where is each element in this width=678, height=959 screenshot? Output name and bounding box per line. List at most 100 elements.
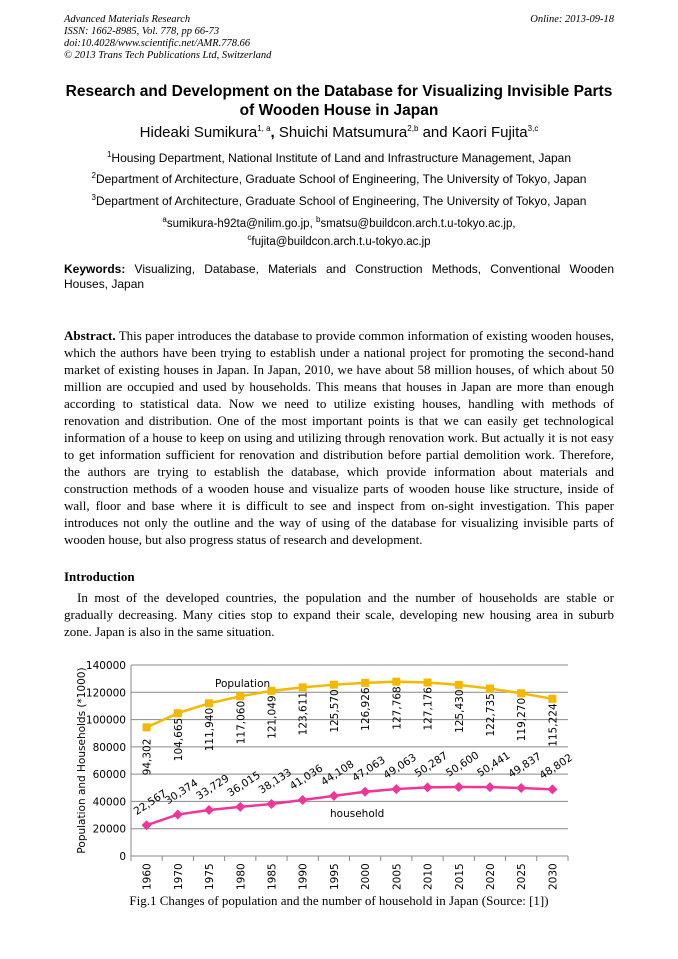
population-data-label: 121,049 xyxy=(266,695,278,738)
population-marker xyxy=(548,694,557,703)
emails: asumikura-h92ta@nilim.go.jp, bsmatsu@bui… xyxy=(162,215,516,248)
household-marker xyxy=(516,783,527,794)
household-marker xyxy=(453,781,464,792)
y-tick-label: 0 xyxy=(119,851,126,863)
household-marker xyxy=(204,804,215,815)
household-data-label: 22,567 xyxy=(132,788,169,818)
x-tick-label: 2005 xyxy=(391,863,403,890)
household-data-label: 49,063 xyxy=(381,752,418,782)
population-data-label: 125,570 xyxy=(329,689,341,732)
y-tick-label: 120000 xyxy=(86,687,126,699)
x-tick-label: 1995 xyxy=(329,863,341,890)
author: Hideaki Sumikura xyxy=(139,124,258,141)
issn: ISSN: 1662-8985, Vol. 778, pp 66-73 xyxy=(64,26,220,37)
household-data-label: 49,837 xyxy=(506,750,543,780)
population-marker xyxy=(173,709,182,718)
population-data-label: 111,940 xyxy=(204,708,216,751)
series-line-household xyxy=(146,785,553,827)
population-marker xyxy=(392,677,401,686)
x-tick-label: 2030 xyxy=(547,863,559,890)
household-data-label: 50,287 xyxy=(413,750,450,780)
household-data-label: 48,802 xyxy=(537,752,574,782)
household-marker xyxy=(484,782,495,793)
email[interactable]: sumikura-h92ta@nilim.go.jp, xyxy=(166,217,313,230)
x-tick-label: 2000 xyxy=(360,863,372,890)
y-tick-label: 140000 xyxy=(86,660,126,672)
population-household-chart: 0 20000 40000 60000 80000 100000 120000 140000 1… xyxy=(76,660,575,890)
household-marker xyxy=(391,784,402,795)
y-tick-label: 20000 xyxy=(93,824,126,836)
series-line-population xyxy=(146,680,553,729)
population-marker xyxy=(142,723,151,732)
aff-text: Department of Architecture, Graduate Sch… xyxy=(95,194,587,208)
y-axis-label: Population and Households (*1000) xyxy=(76,667,88,853)
population-marker xyxy=(205,699,214,708)
population-data-label: 94,302 xyxy=(142,739,154,776)
household-marker xyxy=(297,795,308,806)
household-data-label: 50,600 xyxy=(444,749,481,779)
legend-household: household xyxy=(330,808,384,820)
y-tick-label: 40000 xyxy=(93,796,126,808)
x-tick-label: 1975 xyxy=(204,863,216,890)
online-date: Online: 2013-09-18 xyxy=(530,14,614,25)
x-tick-label: 2025 xyxy=(516,863,528,890)
email[interactable]: smatsu@buildcon.arch.t.u-tokyo.ac.jp, xyxy=(320,217,516,230)
population-marker xyxy=(485,684,494,693)
abstract-text: This paper introduces the database to pr… xyxy=(64,328,614,547)
household-marker xyxy=(141,820,152,831)
household-data-label: 50,441 xyxy=(475,750,512,780)
legend-population: Population xyxy=(215,678,270,690)
figure-caption: Fig.1 Changes of population and the numb… xyxy=(129,893,549,908)
population-marker xyxy=(361,678,370,687)
population-data-label: 104,665 xyxy=(173,718,185,761)
x-tick-label: 1960 xyxy=(142,863,154,890)
aff-sup: 1 xyxy=(106,150,112,159)
keywords-text: Visualizing, Database, Materials and Con… xyxy=(64,262,614,291)
population-marker xyxy=(236,692,245,701)
journal-name: Advanced Materials Research xyxy=(64,14,191,25)
authors: Hideaki Sumikura1, a, Shuichi Matsumura2… xyxy=(64,124,614,141)
population-data-label: 119,270 xyxy=(516,698,528,741)
household-data-label: 33,729 xyxy=(194,772,231,802)
introduction-heading: Introduction xyxy=(64,569,135,584)
population-data-label: 122,735 xyxy=(485,693,497,736)
author: Shuichi Matsumura xyxy=(278,124,408,141)
x-tick-label: 2015 xyxy=(454,863,466,890)
population-data-label: 117,060 xyxy=(235,701,247,744)
household-marker xyxy=(172,809,183,820)
population-data-label: 115,224 xyxy=(547,703,559,747)
household-marker xyxy=(422,782,433,793)
household-marker xyxy=(266,798,277,809)
x-tick-label: 2020 xyxy=(485,863,497,890)
author-sup: 1, a xyxy=(257,124,271,133)
population-marker xyxy=(454,680,463,689)
population-marker xyxy=(298,683,307,692)
population-marker xyxy=(329,680,338,689)
household-marker xyxy=(547,784,558,795)
aff-text: Housing Department, National Institute o… xyxy=(111,151,572,165)
introduction-text: In most of the developed countries, the … xyxy=(64,590,614,639)
email[interactable]: fujita@buildcon.arch.t.u-tokyo.ac.jp xyxy=(251,235,431,248)
aff-text: Department of Architecture, Graduate Sch… xyxy=(95,172,587,186)
population-marker xyxy=(517,689,526,698)
x-tick-label: 1970 xyxy=(173,863,185,890)
population-data-label: 125,430 xyxy=(454,689,466,732)
y-tick-label: 60000 xyxy=(93,769,126,781)
keywords: Keywords: Visualizing, Database, Materia… xyxy=(64,262,614,292)
aff-sup: 3 xyxy=(91,193,96,202)
household-marker xyxy=(235,801,246,812)
population-data-label: 123,611 xyxy=(298,692,310,735)
abstract-label: Abstract. xyxy=(64,328,116,343)
author-sup: 3,c xyxy=(527,124,539,133)
population-marker xyxy=(267,686,276,695)
doi: doi:10.4028/www.scientific.net/AMR.778.6… xyxy=(64,38,251,49)
paper-title: Research and Development on the Database… xyxy=(65,83,613,119)
y-tick-label: 100000 xyxy=(86,715,126,727)
affiliation: 1Housing Department, National Institute … xyxy=(40,150,638,165)
household-data-label: 47,063 xyxy=(350,754,387,784)
population-data-label: 127,176 xyxy=(423,687,435,731)
author-sep: , xyxy=(270,124,279,141)
y-tick-label: 80000 xyxy=(93,742,126,754)
aff-sup: 2 xyxy=(91,171,96,180)
